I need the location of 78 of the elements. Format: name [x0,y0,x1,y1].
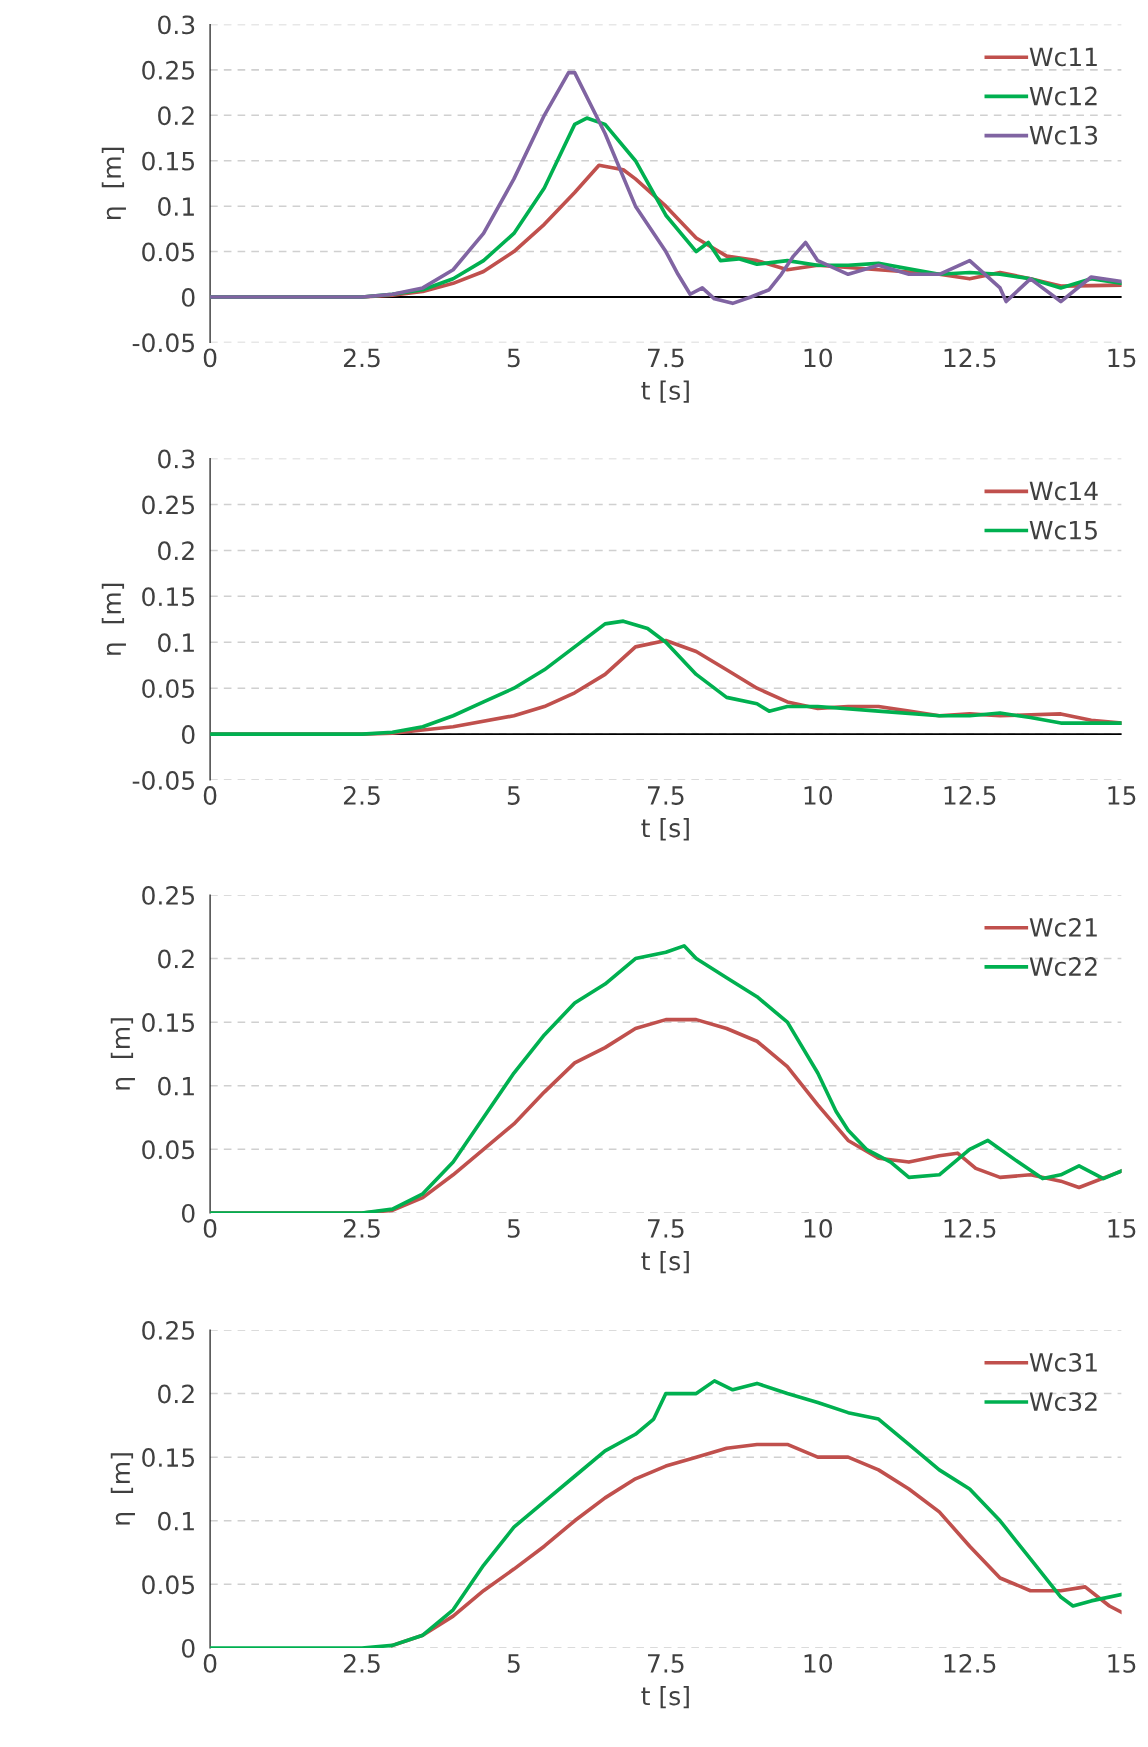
x-tick-label: 2.5 [343,1653,380,1673]
legend-label: Wc11 [1029,47,1097,67]
x-tick-label: 7.5 [648,1654,684,1673]
x-tick-label: 15 [1108,1219,1136,1238]
x-tick-label: 2.5 [343,1218,380,1238]
y-axis-title: η [m] [101,583,126,655]
legend-label: Wc12 [1029,86,1097,106]
legend-label: Wc21 [1029,917,1097,937]
y-tick-label: 0.15 [142,1448,195,1468]
x-tick-label: 5 [507,786,520,805]
x-tick-label: 10 [804,348,832,368]
x-axis-title: t [s] [641,818,689,841]
x-tick-label: 10 [804,786,832,805]
legend-label: Wc32 [1029,1392,1097,1412]
x-tick-label: 0 [203,1653,217,1673]
y-tick-label: 0.05 [142,1575,195,1595]
x-tick-label: 10 [804,1653,832,1673]
line-series [390,1442,1122,1648]
y-tick-label: 0.05 [142,679,195,699]
x-axis-title: t [s] [641,1686,689,1709]
x-tick-label: 0 [203,786,217,805]
y-tick-label: 0.15 [142,151,195,171]
y-tick-label: 0.2 [158,949,194,969]
y-tick-label: 0.05 [142,242,195,262]
y-axis-title: η [m] [110,1018,135,1090]
x-axis-title: t [s] [641,1251,689,1274]
line-series [210,1379,1122,1648]
y-tick-label: 0.3 [158,449,195,469]
y-tick-label: -0.05 [132,770,195,790]
y-tick-label: 0.25 [142,1320,195,1340]
y-tick-label: 0 [181,1638,195,1658]
y-tick-label: 0.3 [158,15,195,35]
x-tick-label: 15 [1108,348,1136,368]
x-tick-label: 2.5 [343,348,380,368]
y-tick-label: 0 [181,1203,195,1223]
y-tick-label: 0.15 [142,1013,195,1033]
x-tick-label: 0 [203,1218,217,1238]
y-tick-label: 0.2 [158,541,194,561]
y-tick-label: 0.1 [158,1511,194,1531]
legend-label: Wc15 [1029,521,1097,540]
x-tick-label: 5 [507,1654,520,1673]
x-tick-label: 7.5 [648,348,684,368]
legend-label: Wc13 [1029,125,1098,145]
y-tick-label: 0.25 [142,885,195,905]
y-tick-label: 0.25 [142,495,195,515]
y-tick-label: 0.2 [158,1384,194,1404]
y-tick-label: 0.2 [158,106,194,126]
x-tick-label: 5 [507,348,520,368]
x-tick-label: 2.5 [343,786,380,805]
x-tick-label: 12.5 [944,786,996,805]
line-series [210,944,1122,1213]
x-tick-label: 5 [507,1219,520,1238]
y-tick-label: 0.05 [142,1140,195,1160]
x-tick-label: 12.5 [944,348,996,368]
legend-label: Wc14 [1029,481,1098,501]
y-axis-title: η [m] [110,1453,135,1525]
x-tick-label: 7.5 [648,786,684,805]
x-tick-label: 15 [1108,786,1136,805]
x-tick-label: 7.5 [648,1219,684,1238]
line-series [210,619,1122,736]
y-tick-label: -0.05 [132,333,195,353]
y-tick-label: 0 [181,725,195,744]
y-tick-label: 0.1 [158,633,194,653]
line-series [210,70,1122,306]
y-tick-label: 0 [181,287,195,307]
y-axis-title: η [m] [101,147,126,219]
x-axis-title: t [s] [641,380,689,403]
x-tick-label: 12.5 [944,1653,996,1673]
y-tick-label: 0.1 [158,197,194,216]
y-tick-label: 0.15 [142,587,195,607]
x-tick-label: 0 [203,348,217,368]
legend-label: Wc22 [1029,957,1097,977]
y-tick-label: 0.1 [158,1076,194,1096]
y-tick-label: 0.25 [142,60,195,80]
x-tick-label: 15 [1108,1654,1136,1673]
x-tick-label: 12.5 [944,1218,996,1238]
x-tick-label: 10 [804,1218,832,1238]
legend-label: Wc31 [1029,1352,1097,1372]
